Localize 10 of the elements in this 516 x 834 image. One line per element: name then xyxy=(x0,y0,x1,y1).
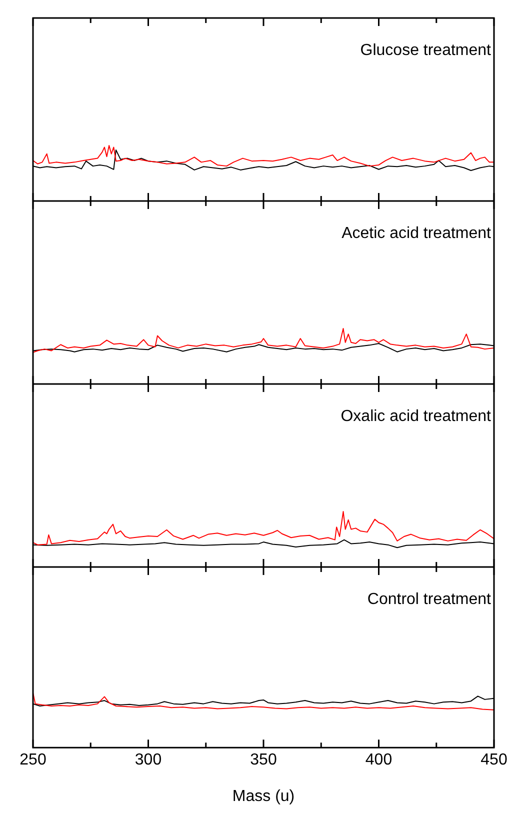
x-tick-label: 450 xyxy=(480,752,508,769)
chart-title: Control treatment xyxy=(367,591,492,608)
chart-title: Acetic acid treatment xyxy=(342,225,492,242)
x-tick-label: 350 xyxy=(250,752,277,769)
x-axis-title: Mass (u) xyxy=(232,788,295,805)
x-tick-label: 400 xyxy=(365,752,392,769)
chart-title: Glucose treatment xyxy=(360,42,492,59)
x-tick-label: 300 xyxy=(134,752,162,769)
chart-title: Oxalic acid treatment xyxy=(340,408,492,425)
x-tick-label: 250 xyxy=(20,752,46,769)
